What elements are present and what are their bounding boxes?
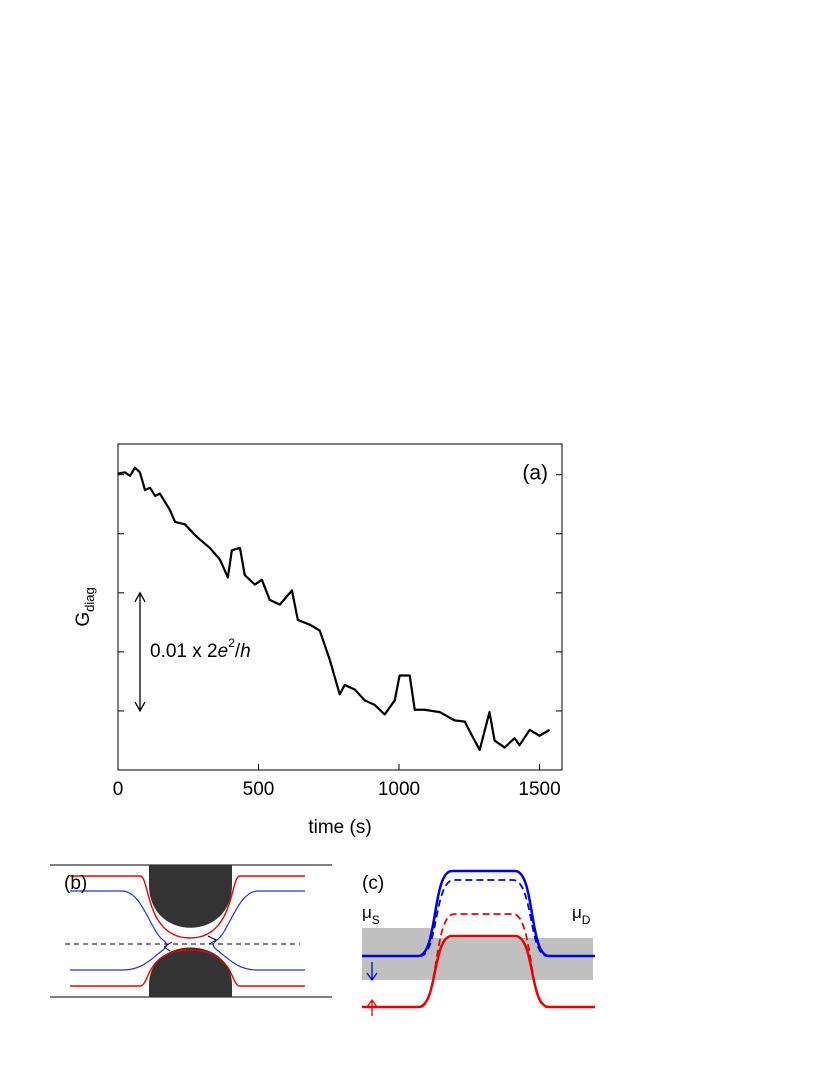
x-axis-label: time (s) [308, 817, 371, 838]
ann-part: / [235, 641, 241, 662]
mu-d: μD [572, 903, 591, 927]
edge-channel [212, 890, 305, 971]
ann-part: 0.01 x 2 [150, 641, 218, 662]
panel-label: (a) [522, 462, 548, 485]
x-tick-label: 1500 [518, 779, 560, 800]
spin-up-band-dashed [419, 913, 548, 1008]
x-tick-label: 0 [113, 779, 124, 800]
subscript: D [582, 913, 591, 927]
scale-annotation: 0.01 x 2e2/h [150, 636, 251, 662]
x-tick-label: 1000 [378, 779, 420, 800]
edge-channel [70, 890, 168, 971]
y-label-sub: diag [82, 587, 97, 612]
ann-part: h [240, 641, 251, 662]
ann-part: 2 [228, 636, 235, 650]
mu-s: μS [362, 903, 380, 927]
x-tick-label: 500 [243, 779, 275, 800]
arrow-head [163, 941, 173, 952]
data-line [117, 466, 551, 752]
mu: μ [572, 903, 582, 922]
panel-b: (b) [50, 864, 332, 998]
spin-down-band [362, 869, 595, 958]
plot-frame [117, 443, 563, 771]
gate [149, 947, 232, 997]
y-label-main: G [73, 612, 94, 627]
scale-arrow [134, 591, 146, 713]
edge-channel [70, 875, 305, 939]
y-axis-label: Gdiag [73, 587, 97, 626]
subscript: S [372, 913, 380, 927]
gate [149, 865, 232, 928]
panel-label: (b) [64, 873, 87, 894]
spin-arrow [366, 962, 378, 982]
edge-channel [70, 949, 305, 987]
arrow-head [207, 935, 218, 945]
spin-arrow [366, 998, 378, 1016]
panel-label: (c) [362, 873, 384, 894]
spin-down-band-dashed [419, 879, 548, 957]
mu: μ [362, 903, 372, 922]
panel-c: (c) μS μD [362, 869, 595, 1016]
ann-part: e [218, 641, 229, 662]
